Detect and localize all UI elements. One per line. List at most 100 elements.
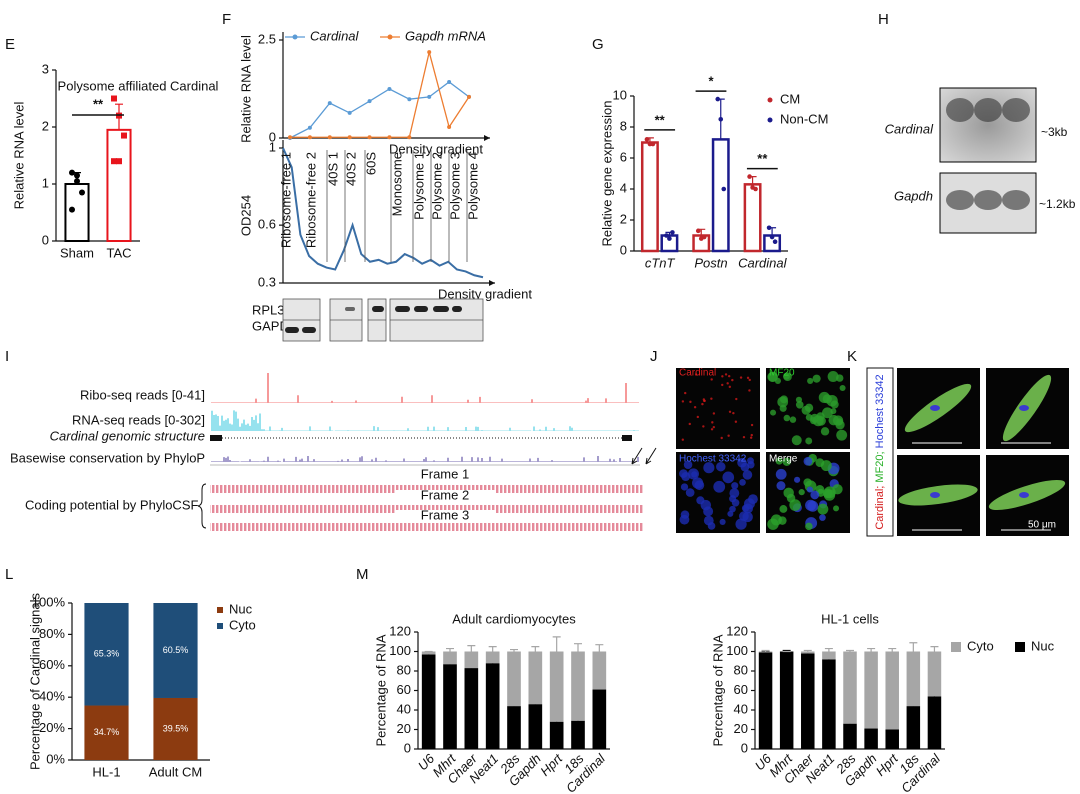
bar-segment bbox=[528, 651, 543, 705]
y-tick-label: 20 bbox=[397, 721, 411, 736]
x-tick-label: Sham bbox=[60, 245, 94, 260]
error-bar bbox=[574, 643, 582, 652]
blob bbox=[783, 414, 791, 422]
blob bbox=[805, 437, 813, 445]
blob bbox=[702, 425, 705, 428]
point bbox=[769, 234, 775, 240]
point bbox=[79, 189, 85, 196]
bar-segment bbox=[153, 603, 198, 698]
blob bbox=[683, 460, 693, 469]
fraction-label: Polysome 1 bbox=[411, 152, 426, 220]
error-bar bbox=[488, 646, 497, 652]
point bbox=[111, 158, 117, 165]
blob bbox=[703, 462, 715, 474]
blob bbox=[775, 468, 787, 480]
blob bbox=[703, 399, 706, 403]
x-tick-label: HL-1 bbox=[92, 764, 120, 779]
legend-marker bbox=[767, 97, 773, 103]
legend-swatch bbox=[217, 607, 223, 613]
blob bbox=[729, 495, 737, 503]
blob bbox=[789, 416, 797, 423]
point bbox=[644, 137, 650, 142]
bar-segment bbox=[906, 706, 921, 749]
bar-segment bbox=[443, 664, 457, 749]
y-tick-label: 40% bbox=[39, 689, 65, 704]
y-axis-label: Percentage of RNA bbox=[373, 634, 388, 746]
value-label: 34.7% bbox=[94, 727, 120, 737]
y-tick-label: 0 bbox=[404, 740, 411, 755]
y-tick-label: 0 bbox=[620, 242, 627, 257]
blob bbox=[806, 486, 814, 493]
label-bg bbox=[395, 510, 495, 522]
bar-segment bbox=[885, 651, 899, 730]
y-tick-label: 3 bbox=[42, 61, 49, 76]
blob bbox=[803, 478, 812, 487]
x-axis-label: Density gradient bbox=[438, 286, 532, 301]
significance: ** bbox=[655, 112, 666, 127]
fraction-label: Ribosome-free 1 bbox=[278, 152, 293, 248]
error-bar bbox=[510, 648, 518, 652]
blob bbox=[839, 384, 846, 392]
y-tick-label: 120 bbox=[726, 623, 748, 638]
label-box bbox=[866, 367, 894, 537]
x-tick-label: Adult CM bbox=[149, 764, 202, 779]
y-tick-label: 10 bbox=[613, 87, 627, 102]
arrow bbox=[645, 447, 657, 465]
blob bbox=[741, 504, 750, 512]
band bbox=[1002, 190, 1030, 210]
blob bbox=[807, 377, 814, 385]
y-tick-label: 0 bbox=[269, 129, 276, 144]
blob bbox=[693, 405, 697, 409]
stain-label: Cardinal; MF20; Hochest 33342 bbox=[874, 374, 886, 529]
legend-label: Nuc bbox=[1031, 638, 1055, 653]
blob bbox=[748, 494, 758, 505]
legend-label: Cardinal bbox=[310, 28, 360, 43]
genome-tracks bbox=[210, 373, 657, 466]
error-bar bbox=[531, 646, 540, 652]
blob bbox=[727, 510, 734, 517]
bar-segment bbox=[843, 651, 857, 724]
band bbox=[452, 306, 462, 312]
x-arrow bbox=[484, 135, 490, 141]
point bbox=[69, 206, 75, 213]
point bbox=[121, 132, 127, 139]
point bbox=[701, 234, 707, 240]
nucleus bbox=[1019, 405, 1029, 411]
point bbox=[74, 178, 80, 185]
point bbox=[650, 141, 656, 147]
point bbox=[74, 172, 80, 179]
blob bbox=[810, 490, 820, 500]
arrow bbox=[631, 447, 643, 465]
bar bbox=[692, 234, 711, 253]
panel-label: G bbox=[592, 36, 604, 53]
frame-label: Frame 1 bbox=[421, 466, 469, 481]
point bbox=[367, 99, 372, 104]
blob bbox=[830, 400, 839, 409]
blob bbox=[716, 461, 726, 472]
series-line bbox=[290, 51, 470, 138]
blob bbox=[679, 469, 688, 478]
track-label: Basewise conservation by PhyloP bbox=[10, 450, 205, 465]
bar bbox=[106, 128, 132, 243]
track-label: Ribo-seq reads [0-41] bbox=[80, 387, 205, 402]
y-axis-label: Percentage of RNA bbox=[710, 634, 725, 746]
point bbox=[288, 135, 292, 140]
point bbox=[747, 174, 752, 179]
bar-segment bbox=[779, 651, 794, 749]
panel-label: K bbox=[847, 348, 857, 365]
blot-label: RPL35 bbox=[252, 302, 292, 317]
blob bbox=[688, 422, 691, 426]
y-tick-label: 0.3 bbox=[258, 274, 276, 289]
bar-segment bbox=[84, 603, 129, 706]
blob bbox=[775, 457, 783, 465]
y-axis-label: Relative gene expression bbox=[599, 101, 614, 247]
legend-label: Cyto bbox=[967, 638, 994, 653]
error-bar bbox=[930, 646, 939, 652]
bar-segment bbox=[507, 706, 521, 749]
blob bbox=[818, 391, 830, 404]
fraction-label: Polysome 3 bbox=[447, 152, 462, 220]
bar-segment bbox=[485, 651, 500, 664]
bar bbox=[640, 141, 659, 253]
blob bbox=[713, 480, 726, 493]
